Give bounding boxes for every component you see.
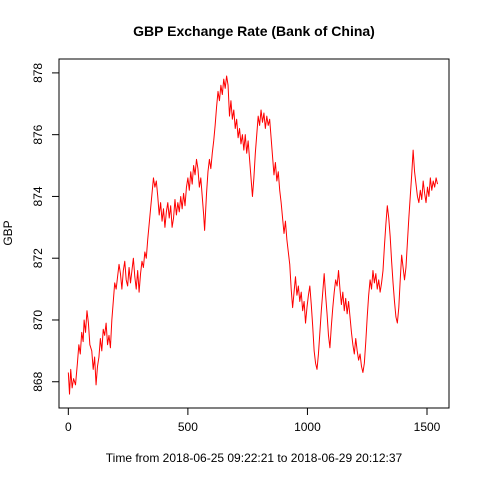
x-tick-label: 500	[178, 420, 198, 434]
x-tick-label: 1500	[414, 420, 441, 434]
y-tick-label: 874	[31, 186, 45, 206]
y-tick-label: 876	[31, 124, 45, 144]
y-tick-label: 872	[31, 248, 45, 268]
plot-frame	[58, 58, 450, 409]
x-tick-label: 0	[65, 420, 72, 434]
chart-title: GBP Exchange Rate (Bank of China)	[133, 23, 375, 39]
series-layer	[67, 75, 439, 395]
y-tick-label: 870	[31, 310, 45, 330]
x-tick-label: 1000	[294, 420, 321, 434]
y-tick-label: 878	[31, 63, 45, 83]
y-tick-label: 868	[31, 371, 45, 391]
y-axis-label: GBP	[1, 220, 15, 245]
series-line-0	[67, 75, 439, 395]
x-axis-label: Time from 2018-06-25 09:22:21 to 2018-06…	[106, 451, 403, 465]
